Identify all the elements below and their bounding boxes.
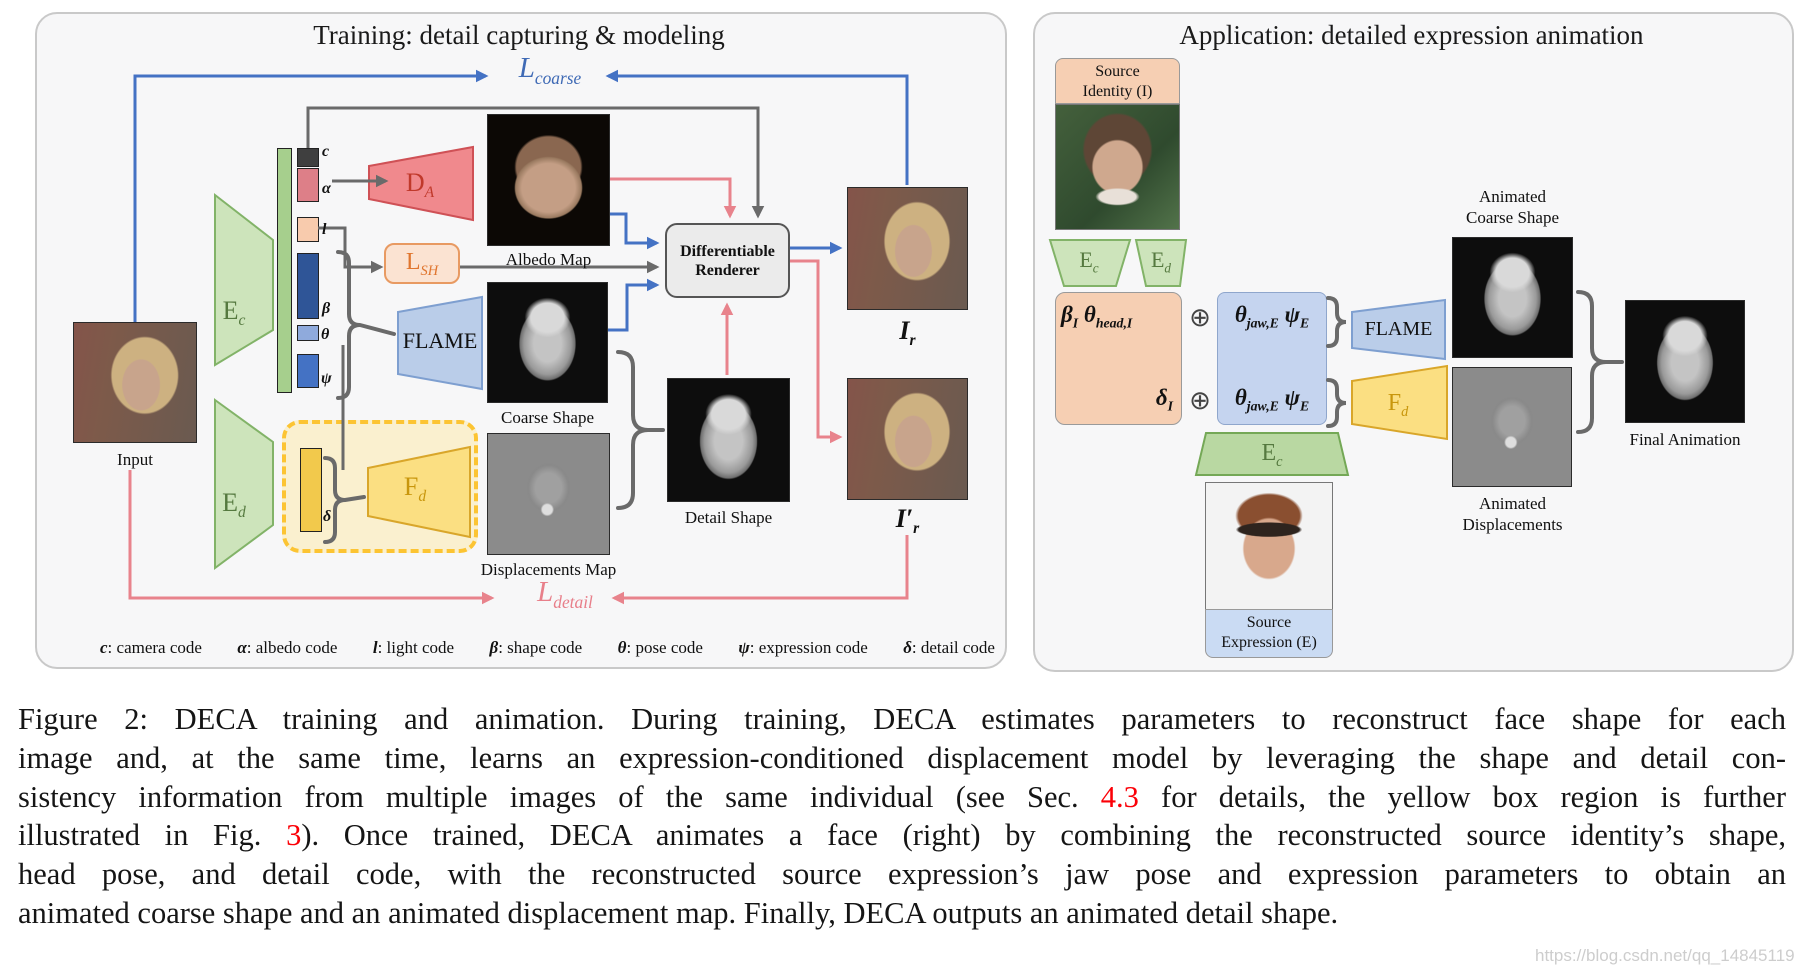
source-expression-photo [1205, 482, 1333, 610]
input-label: Input [117, 450, 153, 469]
encoder-ed-label: Ed [222, 488, 246, 522]
identity-codes-box [1055, 292, 1182, 425]
oplus-icon: ⊕ [1189, 303, 1211, 332]
application-title: Application: detailed expression animati… [1179, 20, 1644, 50]
ir-label: Ir [899, 316, 916, 350]
latent-bar [277, 148, 292, 393]
shape-code-block [297, 253, 319, 319]
legend-item: l: light code [372, 638, 455, 657]
training-title: Training: detail capturing & modeling [313, 20, 725, 50]
detail-code-letter: δ [323, 508, 332, 525]
app-fd-label: Fd [1387, 390, 1409, 420]
caption-line: sistency information from multiple image… [18, 779, 1786, 814]
expression-code-block [297, 354, 319, 388]
legend-item: ψ: expression code [738, 638, 868, 657]
identity-shape-pose-codes: βI θhead,I [1061, 302, 1133, 331]
rendered-image-ir-prime [847, 378, 968, 500]
light-code-letter: l [322, 221, 327, 238]
renderer-label-line2: Renderer [695, 262, 760, 279]
source-expression-tag: Source Expression (E) [1205, 609, 1333, 658]
lsh-box: LSH [384, 243, 460, 284]
expression-code-letter: ψ [321, 370, 332, 387]
displacements-map-image [487, 433, 610, 555]
caption-line: Figure 2: DECA training and animation. D… [18, 702, 1786, 736]
code-legend: c: camera code α: albedo code l: light c… [100, 638, 995, 658]
source-identity-photo [1055, 104, 1180, 230]
ir-prime-label: I′r [895, 504, 920, 538]
displacements-map-label: Displacements Map [480, 560, 617, 579]
pose-code-block [297, 325, 319, 341]
albedo-code-letter: α [322, 180, 331, 197]
expression-jaw-codes-row2: θjaw,E ψE [1234, 385, 1310, 414]
lsh-label: LSH [405, 249, 439, 279]
final-animation-image [1625, 300, 1745, 423]
shape-code-letter: β [322, 300, 331, 317]
animated-displacements-label: Animated Displacements [1462, 494, 1563, 534]
decoder-da-label: DA [405, 168, 435, 202]
app-ec-top-label: Ec [1079, 247, 1099, 276]
albedo-map-image [487, 114, 610, 246]
caption-line: image and, at the same time, learns an e… [18, 740, 1786, 775]
section-reference: 4.3 [1100, 779, 1139, 814]
detail-shape-label: Detail Shape [684, 508, 773, 527]
figure-reference: 3 [286, 818, 302, 853]
camera-code-letter: c [322, 143, 330, 160]
albedo-map-label: Albedo Map [505, 250, 592, 269]
watermark-text: https://blog.csdn.net/qq_14845119 [1535, 946, 1795, 965]
legend-item: θ: pose code [617, 638, 703, 657]
differentiable-renderer-box: Differentiable Renderer [665, 223, 790, 298]
detail-code-block [300, 448, 322, 532]
camera-code-block [297, 148, 319, 167]
app-ed-top-label: Ed [1150, 247, 1172, 276]
light-code-block [297, 217, 319, 242]
renderer-label-line1: Differentiable [680, 243, 775, 260]
expression-codes-box [1217, 292, 1327, 425]
identity-detail-code: δI [1155, 385, 1173, 414]
app-ec-bottom-label: Ec [1261, 440, 1283, 470]
fd-label: Fd [403, 472, 427, 506]
pose-code-letter: θ [321, 326, 330, 343]
app-flame-label: FLAME [1364, 318, 1433, 340]
encoder-ec-label: Ec [222, 296, 246, 330]
caption-line: animated coarse shape and an animated di… [18, 895, 1339, 930]
albedo-code-block [297, 168, 319, 202]
caption-line: head pose, and detail code, with the rec… [18, 857, 1786, 892]
source-identity-tag: Source Identity (I) [1055, 58, 1180, 104]
input-photo [73, 322, 197, 443]
legend-item: β: shape code [489, 638, 583, 657]
detail-shape-image [667, 378, 790, 502]
loss-detail-label: Ldetail [537, 576, 593, 612]
animated-coarse-image [1452, 237, 1573, 358]
coarse-shape-image [487, 282, 608, 403]
legend-item: δ: detail code [903, 638, 995, 657]
legend-item: α: albedo code [237, 638, 338, 657]
animated-coarse-label: Animated Coarse Shape [1465, 187, 1559, 227]
oplus-icon: ⊕ [1189, 386, 1211, 415]
expression-jaw-codes-row1: θjaw,E ψE [1234, 302, 1310, 331]
final-animation-label: Final Animation [1629, 430, 1741, 449]
animated-displacements-image [1452, 367, 1572, 487]
figure-caption: Figure 2: DECA training and animation. D… [18, 700, 1786, 933]
flame-label: FLAME [402, 328, 478, 353]
loss-coarse-label: Lcoarse [518, 52, 582, 88]
legend-item: c: camera code [100, 638, 202, 657]
rendered-image-ir [847, 187, 968, 310]
coarse-shape-label: Coarse Shape [500, 408, 594, 427]
caption-line: illustrated in Fig. 3). Once trained, DE… [18, 818, 1786, 853]
